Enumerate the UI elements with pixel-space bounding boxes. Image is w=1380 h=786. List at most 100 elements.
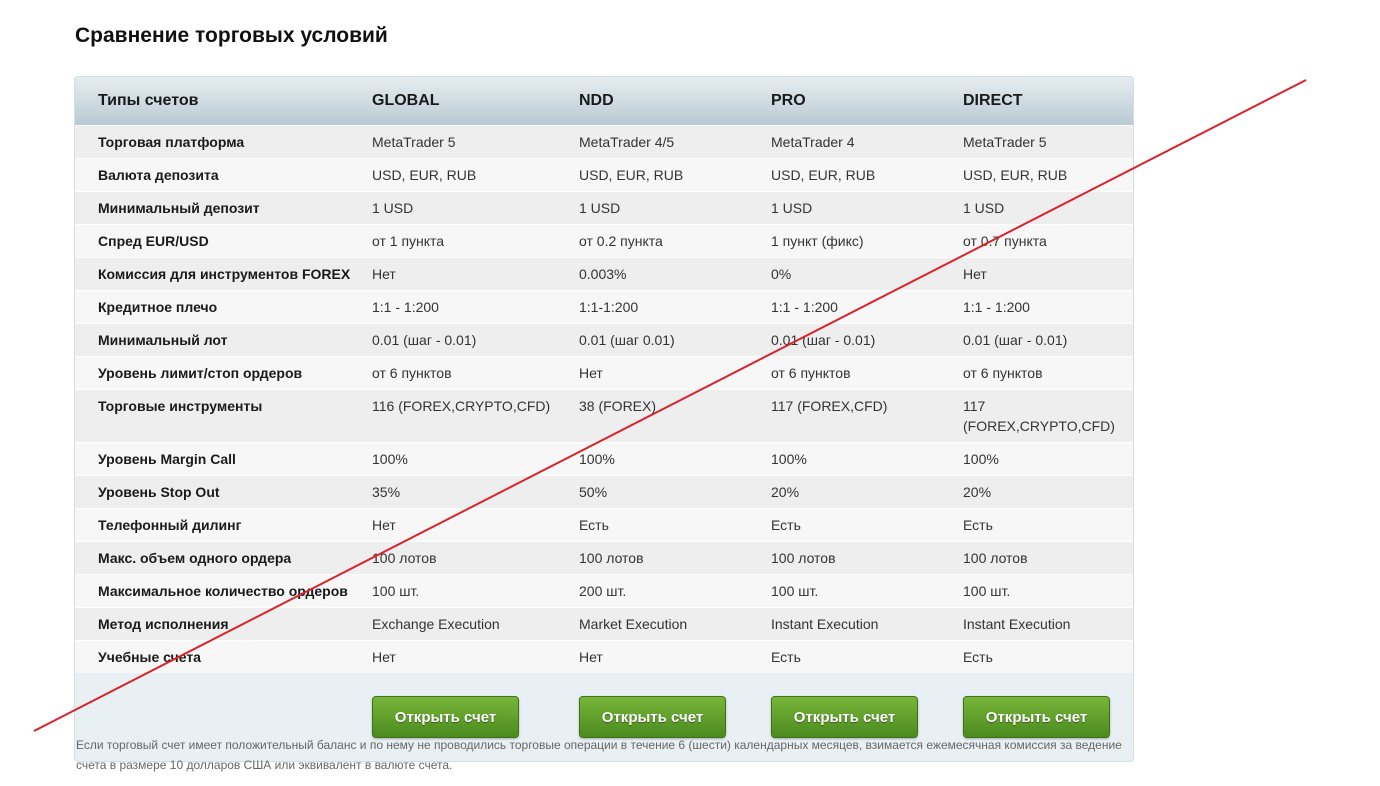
cell-value: 100 лотов: [579, 541, 771, 575]
cell-value: 100 лотов: [372, 541, 579, 575]
row-label: Телефонный дилинг: [75, 508, 372, 542]
row-label: Максимальное количество ордеров: [75, 574, 372, 608]
cell-value: 200 шт.: [579, 574, 771, 608]
cell-value: Instant Execution: [963, 607, 1133, 641]
cell-value: от 0.2 пункта: [579, 224, 771, 258]
cell-value: 0.003%: [579, 257, 771, 291]
open-account-button-ndd[interactable]: Открыть счет: [579, 696, 726, 738]
table-row: Уровень Margin Call 100% 100% 100% 100%: [75, 442, 1133, 476]
cell-value: 1 USD: [963, 191, 1133, 225]
cell-value: 100 шт.: [963, 574, 1133, 608]
cell-value: USD, EUR, RUB: [579, 158, 771, 192]
row-label: Уровень Stop Out: [75, 475, 372, 509]
cell-value: Нет: [579, 356, 771, 390]
cell-value: 100%: [372, 442, 579, 476]
row-label: Кредитное плечо: [75, 290, 372, 324]
cell-value: 117 (FOREX,CRYPTO,CFD): [963, 389, 1133, 443]
page-title: Сравнение торговых условий: [75, 24, 388, 47]
open-account-button-direct[interactable]: Открыть счет: [963, 696, 1110, 738]
cell-value: 100%: [579, 442, 771, 476]
cell-value: 1 пункт (фикс): [771, 224, 963, 258]
cell-value: 35%: [372, 475, 579, 509]
cell-value: 1 USD: [579, 191, 771, 225]
open-account-button-global[interactable]: Открыть счет: [372, 696, 519, 738]
row-label: Спред EUR/USD: [75, 224, 372, 258]
table-row: Уровень Stop Out 35% 50% 20% 20%: [75, 475, 1133, 509]
table-row: Комиссия для инструментов FOREX Нет 0.003%…: [75, 257, 1133, 291]
table-row: Минимальный депозит 1 USD 1 USD 1 USD 1 USD: [75, 191, 1133, 225]
cell-value: Есть: [771, 640, 963, 673]
column-header: GLOBAL: [372, 77, 579, 126]
cell-value: 38 (FOREX): [579, 389, 771, 443]
cell-value: 20%: [771, 475, 963, 509]
cell-value: Есть: [963, 508, 1133, 542]
table-row: Кредитное плечо 1:1 - 1:200 1:1-1:200 1:1 -…: [75, 290, 1133, 324]
footnote: Если торговый счет имеет положительный б…: [76, 738, 1122, 772]
cell-value: 50%: [579, 475, 771, 509]
cell-value: 0.01 (шаг - 0.01): [771, 323, 963, 357]
table-row: Телефонный дилинг Нет Есть Есть Есть: [75, 508, 1133, 542]
cell-value: 100 лотов: [963, 541, 1133, 575]
column-header: DIRECT: [963, 77, 1133, 126]
cell-value: Есть: [579, 508, 771, 542]
row-label: Торговые инструменты: [75, 389, 372, 443]
cell-value: 1 USD: [771, 191, 963, 225]
cell-value: от 6 пунктов: [372, 356, 579, 390]
row-label: Уровень Margin Call: [75, 442, 372, 476]
cell-value: 100 лотов: [771, 541, 963, 575]
cell-value: 1:1 - 1:200: [963, 290, 1133, 324]
cell-value: 1 USD: [372, 191, 579, 225]
row-label: Уровень лимит/стоп ордеров: [75, 356, 372, 390]
cell-value: Нет: [372, 508, 579, 542]
cell-value: USD, EUR, RUB: [771, 158, 963, 192]
cell-value: Нет: [372, 640, 579, 673]
table-row: Торговые инструменты 116 (FOREX,CRYPTO,CF…: [75, 389, 1133, 443]
cell-value: Есть: [963, 640, 1133, 673]
row-label: Минимальный депозит: [75, 191, 372, 225]
table-header-row: Типы счетов GLOBAL NDD PRO DIRECT: [75, 77, 1133, 126]
cell-value: 0.01 (шаг - 0.01): [372, 323, 579, 357]
table-row: Минимальный лот 0.01 (шаг - 0.01) 0.01 (ша…: [75, 323, 1133, 357]
table-row: Макс. объем одного ордера 100 лотов 100 ло…: [75, 541, 1133, 575]
cell-value: 0.01 (шаг 0.01): [579, 323, 771, 357]
table-row: Метод исполнения Exchange Execution Market…: [75, 607, 1133, 641]
row-label: Торговая платформа: [75, 125, 372, 159]
cell-value: 116 (FOREX,CRYPTO,CFD): [372, 389, 579, 443]
cell-value: 0%: [771, 257, 963, 291]
cell-value: MetaTrader 5: [963, 125, 1133, 159]
cell-value: 0.01 (шаг - 0.01): [963, 323, 1133, 357]
cell-value: 1:1 - 1:200: [771, 290, 963, 324]
cell-value: 100 шт.: [771, 574, 963, 608]
cell-value: MetaTrader 5: [372, 125, 579, 159]
table-row: Максимальное количество ордеров 100 шт. 20…: [75, 574, 1133, 608]
cell-value: MetaTrader 4/5: [579, 125, 771, 159]
cell-value: 1:1 - 1:200: [372, 290, 579, 324]
cell-value: 100 шт.: [372, 574, 579, 608]
cell-value: от 1 пункта: [372, 224, 579, 258]
row-label: Минимальный лот: [75, 323, 372, 357]
cell-value: MetaTrader 4: [771, 125, 963, 159]
table-row: Торговая платформа MetaTrader 5 MetaTrader…: [75, 125, 1133, 159]
table-row: Уровень лимит/стоп ордеров от 6 пунктов Не…: [75, 356, 1133, 390]
cell-value: 1:1-1:200: [579, 290, 771, 324]
open-account-button-pro[interactable]: Открыть счет: [771, 696, 918, 738]
row-label: Комиссия для инструментов FOREX: [75, 257, 372, 291]
table-row: Спред EUR/USD от 1 пункта от 0.2 пункта 1 п…: [75, 224, 1133, 258]
cell-value: Нет: [372, 257, 579, 291]
row-label: Учебные счета: [75, 640, 372, 673]
cell-value: 20%: [963, 475, 1133, 509]
cell-value: Instant Execution: [771, 607, 963, 641]
row-label: Метод исполнения: [75, 607, 372, 641]
cell-value: USD, EUR, RUB: [963, 158, 1133, 192]
comparison-table: Типы счетов GLOBAL NDD PRO DIRECT Торговая п…: [75, 77, 1133, 673]
row-label: Макс. объем одного ордера: [75, 541, 372, 575]
row-header-title: Типы счетов: [75, 77, 372, 126]
cell-value: Нет: [963, 257, 1133, 291]
column-header: PRO: [771, 77, 963, 126]
cell-value: от 6 пунктов: [771, 356, 963, 390]
cell-value: Exchange Execution: [372, 607, 579, 641]
comparison-table-container: Типы счетов GLOBAL NDD PRO DIRECT Торговая п…: [74, 76, 1134, 762]
cell-value: Нет: [579, 640, 771, 673]
table-row: Валюта депозита USD, EUR, RUB USD, EUR, RU…: [75, 158, 1133, 192]
row-label: Валюта депозита: [75, 158, 372, 192]
